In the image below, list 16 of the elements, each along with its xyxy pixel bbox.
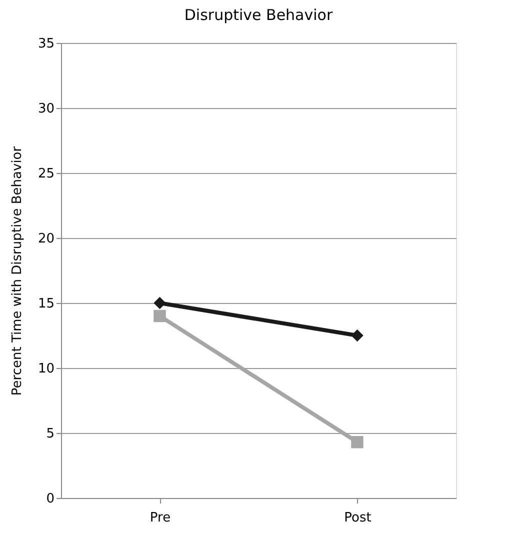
y-tick-label: 5: [46, 426, 54, 442]
chart-title: Disruptive Behavior: [184, 6, 334, 24]
x-tick-label: Pre: [150, 510, 171, 526]
y-tick-label: 30: [38, 102, 54, 116]
y-tick-label: 35: [38, 36, 54, 52]
point: [154, 310, 166, 322]
y-tick-label: 15: [38, 296, 54, 312]
y-tick-label: 20: [38, 232, 54, 246]
point: [351, 329, 364, 342]
y-axis-title: Percent Time with Disruptive Behavior: [10, 146, 25, 396]
x-tick-label: Post: [344, 510, 372, 526]
y-tick-label: 10: [38, 362, 54, 376]
point: [351, 436, 364, 448]
y-tick-label: 25: [38, 166, 54, 182]
y-tick-label: 0: [46, 492, 54, 506]
point: [154, 296, 166, 310]
